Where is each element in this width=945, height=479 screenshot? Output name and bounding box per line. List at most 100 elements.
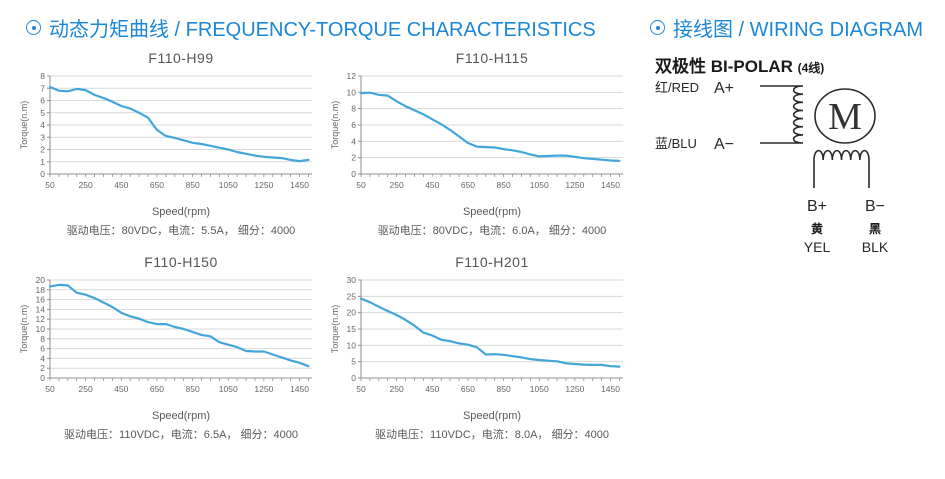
y-tick-label: 10 xyxy=(347,87,357,97)
x-tick-label: 1250 xyxy=(565,384,584,394)
y-tick-label: 10 xyxy=(36,324,46,334)
y-tick-label: 16 xyxy=(36,295,46,305)
y-tick-label: 20 xyxy=(36,275,46,285)
terminal-b-plus: B+ xyxy=(807,198,827,215)
x-tick-label: 250 xyxy=(79,384,93,394)
x-tick-label: 250 xyxy=(79,180,93,190)
x-tick-label: 850 xyxy=(185,180,199,190)
y-tick-label: 6 xyxy=(40,96,45,106)
terminal-a-minus: A− xyxy=(714,136,734,153)
x-tick-label: 1250 xyxy=(254,180,273,190)
y-tick-label: 18 xyxy=(36,285,46,295)
y-tick-label: 8 xyxy=(40,334,45,344)
y-tick-label: 4 xyxy=(40,120,45,130)
wire-label-yellow-zh: 黄 xyxy=(811,221,823,236)
y-tick-label: 0 xyxy=(351,373,356,383)
x-tick-label: 1050 xyxy=(219,384,238,394)
circled-dot-icon xyxy=(650,20,665,35)
x-tick-label: 250 xyxy=(390,180,404,190)
y-axis-title: Torque(n.m) xyxy=(330,101,340,150)
x-tick-label: 50 xyxy=(356,384,366,394)
x-axis-title: Speed(rpm) xyxy=(151,410,211,422)
y-tick-label: 12 xyxy=(36,314,46,324)
y-tick-label: 20 xyxy=(347,308,357,318)
chart-caption: 驱动电压：110VDC，电流：6.5A， 细分：4000 xyxy=(64,429,298,441)
chart-plot: 0 2 4 6 8 10 12 50 250 450 650 850 1050 1250 1450 Torqu… xyxy=(329,66,629,206)
x-tick-label: 1450 xyxy=(290,180,309,190)
x-tick-label: 650 xyxy=(150,384,164,394)
x-tick-label: 650 xyxy=(461,384,475,394)
charts-section-title: 动态力矩曲线 / FREQUENCY-TORQUE CHARACTERISTIC… xyxy=(49,19,596,41)
x-tick-label: 850 xyxy=(185,384,199,394)
y-tick-label: 4 xyxy=(351,136,356,146)
y-tick-label: 1 xyxy=(40,157,45,167)
y-tick-label: 2 xyxy=(351,153,356,163)
bipolar-wiring-diagram: 红/RED A+ 蓝/BLU A− M B+ B− 黄 黑 YEL BLK xyxy=(655,80,889,255)
y-tick-label: 5 xyxy=(351,357,356,367)
charts-grid: F110-H99 0 1 2 3 4 5 6 7 8 50 250 450 650 850 1050 1250… xyxy=(18,50,640,442)
y-tick-label: 0 xyxy=(40,169,45,179)
terminal-b-minus: B− xyxy=(865,198,885,215)
x-tick-label: 850 xyxy=(496,384,510,394)
x-tick-label: 1450 xyxy=(601,384,620,394)
x-tick-label: 50 xyxy=(45,180,55,190)
y-tick-label: 10 xyxy=(347,340,357,350)
x-tick-label: 450 xyxy=(114,180,128,190)
wire-label-yellow-en: YEL xyxy=(804,239,831,255)
x-tick-label: 1050 xyxy=(530,384,549,394)
y-tick-label: 12 xyxy=(347,71,357,81)
chart-card-f110-h150: F110-H150 0 2 4 6 8 10 12 14 16 18 20 50 250 450 650 85… xyxy=(18,254,329,442)
y-axis-title: Torque(n.m) xyxy=(330,305,340,354)
y-tick-label: 8 xyxy=(351,104,356,114)
y-tick-label: 7 xyxy=(40,83,45,93)
y-tick-label: 14 xyxy=(36,304,46,314)
y-tick-label: 25 xyxy=(347,291,357,301)
torque-speed-chart: 0 5 10 15 20 25 30 50 250 450 650 850 1050 1250 1450 To… xyxy=(330,275,623,394)
x-axis-title: Speed(rpm) xyxy=(462,206,522,218)
y-tick-label: 2 xyxy=(40,145,45,155)
x-tick-label: 1050 xyxy=(530,180,549,190)
wiring-subtitle-zh: 双极性 xyxy=(655,57,706,76)
y-tick-label: 15 xyxy=(347,324,357,334)
x-tick-label: 1450 xyxy=(290,384,309,394)
chart-plot: 0 2 4 6 8 10 12 14 16 18 20 50 250 450 650 850 1050 1250 1… xyxy=(18,270,318,410)
wire-label-black-zh: 黑 xyxy=(869,222,881,236)
chart-card-f110-h201: F110-H201 0 5 10 15 20 25 30 50 250 450 650 850 1050… xyxy=(329,254,640,442)
chart-card-f110-h99: F110-H99 0 1 2 3 4 5 6 7 8 50 250 450 650 850 1050 1250… xyxy=(18,50,329,238)
chart-plot: 0 5 10 15 20 25 30 50 250 450 650 850 1050 1250 1450 To… xyxy=(329,270,629,410)
y-tick-label: 5 xyxy=(40,108,45,118)
terminal-a-plus: A+ xyxy=(714,80,734,97)
y-tick-label: 3 xyxy=(40,132,45,142)
motor-label: M xyxy=(828,96,862,138)
y-tick-label: 0 xyxy=(351,169,356,179)
wiring-section-heading: 接线图 / WIRING DIAGRAM xyxy=(650,13,923,42)
charts-section-heading: 动态力矩曲线 / FREQUENCY-TORQUE CHARACTERISTIC… xyxy=(26,13,596,42)
x-tick-label: 850 xyxy=(496,180,510,190)
chart-card-f110-h115: F110-H115 0 2 4 6 8 10 12 50 250 450 650 850 1050 125… xyxy=(329,50,640,238)
x-axis-title: Speed(rpm) xyxy=(151,206,211,218)
x-tick-label: 50 xyxy=(356,180,366,190)
phase-b-coil xyxy=(813,149,870,188)
chart-title: F110-H115 xyxy=(455,50,529,66)
torque-curve xyxy=(48,283,310,368)
x-tick-label: 250 xyxy=(390,384,404,394)
wiring-section-title: 接线图 / WIRING DIAGRAM xyxy=(673,19,923,41)
x-tick-label: 1450 xyxy=(601,180,620,190)
x-tick-label: 50 xyxy=(45,384,55,394)
wiring-subtitle: 双极性 BI-POLAR (4线) xyxy=(655,52,824,77)
y-tick-label: 6 xyxy=(351,120,356,130)
y-tick-label: 2 xyxy=(40,363,45,373)
chart-title: F110-H150 xyxy=(144,254,218,270)
torque-curve xyxy=(359,297,621,368)
x-tick-label: 1250 xyxy=(254,384,273,394)
wire-label-blue: 蓝/BLU xyxy=(655,136,697,151)
phase-a-coil xyxy=(760,85,804,144)
x-tick-label: 650 xyxy=(461,180,475,190)
chart-title: F110-H201 xyxy=(455,254,529,270)
x-tick-label: 650 xyxy=(150,180,164,190)
y-tick-label: 8 xyxy=(40,71,45,81)
wiring-subtitle-note: (4线) xyxy=(797,61,825,75)
